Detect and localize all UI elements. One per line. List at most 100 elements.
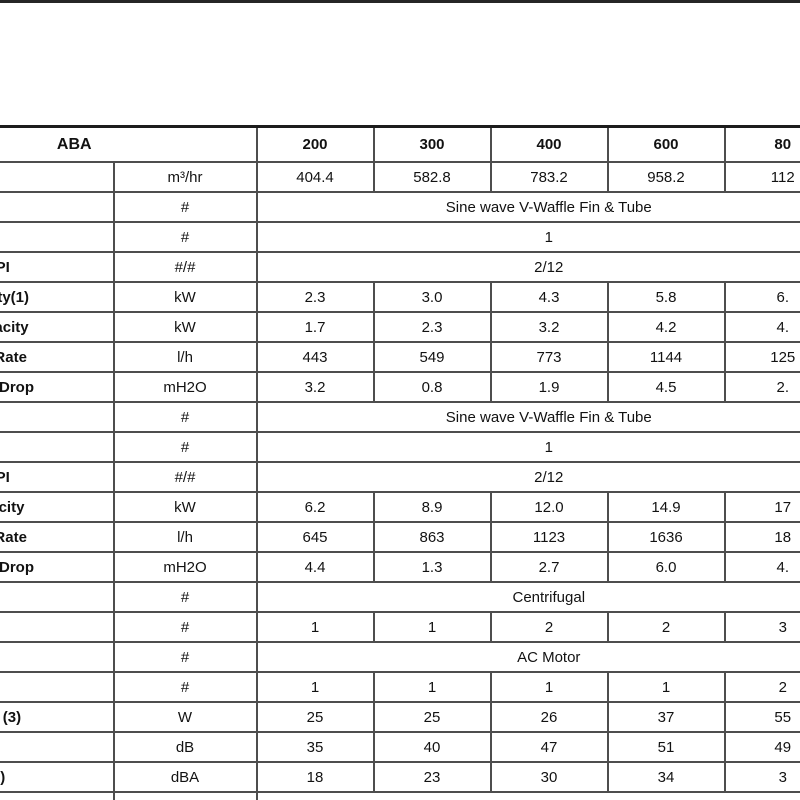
value-cell: 12.0 [489, 491, 609, 523]
value-cell: 51 [606, 731, 726, 763]
table-row: # Centrifugal [0, 581, 800, 613]
row-label-cell: acity(1) [0, 281, 115, 313]
row-label-cell: pply [0, 791, 115, 800]
value-cell: 14.9 [606, 491, 726, 523]
unit-cell: kW [112, 491, 258, 523]
row-label-cell: ut (3) [0, 701, 115, 733]
row-label-cell [0, 671, 115, 703]
value-cell: 2.3 [372, 311, 492, 343]
table-header-row: ABA 200 300 400 600 80 [0, 125, 800, 163]
value-cell: 23 [372, 761, 492, 793]
value-cell: 4.2 [606, 311, 726, 343]
table-row: pacity kW 6.2 8.9 12.0 14.9 17 [0, 491, 800, 523]
value-cell: 18 [255, 761, 375, 793]
table-row: # AC Motor [0, 641, 800, 673]
value-cell: 404.4 [255, 161, 375, 193]
table-row: # Sine wave V-Waffle Fin & Tube [0, 401, 800, 433]
value-cell: 783.2 [489, 161, 609, 193]
unit-cell: W [112, 701, 258, 733]
unit-cell: # [112, 191, 258, 223]
value-cell: 25 [255, 701, 375, 733]
model-header-cell: ABA [0, 125, 258, 163]
table-row: acity(1) kW 2.3 3.0 4.3 5.8 6. [0, 281, 800, 313]
column-header: 200 [255, 125, 375, 163]
table-row: PI #/# 2/12 [0, 251, 800, 283]
unit-cell: m³/hr [112, 161, 258, 193]
value-cell: 645 [255, 521, 375, 553]
value-cell: 3.0 [372, 281, 492, 313]
row-label-cell: ure Drop [0, 371, 115, 403]
value-cell: 55 [723, 701, 800, 733]
row-label-cell [0, 221, 115, 253]
value-cell: 2 [723, 671, 800, 703]
merged-value-cell: 2/12 [255, 251, 800, 283]
value-cell: 1 [372, 611, 492, 643]
value-cell: 26 [489, 701, 609, 733]
value-cell: 17 [723, 491, 800, 523]
value-cell: 958.2 [606, 161, 726, 193]
value-cell: 1.9 [489, 371, 609, 403]
value-cell: 18 [723, 521, 800, 553]
value-cell: 35 [255, 731, 375, 763]
row-label-cell [0, 161, 115, 193]
unit-cell: #/# [112, 461, 258, 493]
row-label-cell: PI [0, 461, 115, 493]
unit-cell: kW [112, 311, 258, 343]
value-cell: 1 [255, 611, 375, 643]
value-cell: 4.3 [489, 281, 609, 313]
value-cell: 2. [723, 371, 800, 403]
value-cell: 37 [606, 701, 726, 733]
value-cell: 1123 [489, 521, 609, 553]
table-row: # 1 [0, 431, 800, 463]
value-cell: 1636 [606, 521, 726, 553]
table-row: w Rate l/h 645 863 1123 1636 18 [0, 521, 800, 553]
row-label-cell: PI [0, 251, 115, 283]
table-row: PI #/# 2/12 [0, 461, 800, 493]
table-row: ut (3) W 25 25 26 37 55 [0, 701, 800, 733]
value-cell: 25 [372, 701, 492, 733]
value-cell: 30 [489, 761, 609, 793]
unit-cell: mH2O [112, 551, 258, 583]
merged-value-cell: 2/12 [255, 461, 800, 493]
value-cell: 4. [723, 311, 800, 343]
row-label-cell: w Rate [0, 341, 115, 373]
merged-value-cell: Centrifugal [255, 581, 800, 613]
value-cell: 2 [489, 611, 609, 643]
unit-cell: #/# [112, 251, 258, 283]
table-row: # 1 1 2 2 3 [0, 611, 800, 643]
value-cell: 0.8 [372, 371, 492, 403]
merged-value-cell: Sine wave V-Waffle Fin & Tube [255, 191, 800, 223]
value-cell: 3.2 [489, 311, 609, 343]
value-cell: 2 [606, 611, 726, 643]
table-row: apacity kW 1.7 2.3 3.2 4.2 4. [0, 311, 800, 343]
unit-cell: dB [112, 731, 258, 763]
row-label-cell: ure Drop [0, 551, 115, 583]
table-row: w Rate l/h 443 549 773 1144 125 [0, 341, 800, 373]
value-cell: 40 [372, 731, 492, 763]
unit-cell: V/Ph/Hz [112, 791, 258, 800]
column-header: 80 [723, 125, 800, 163]
value-cell: 773 [489, 341, 609, 373]
table-row: # 1 [0, 221, 800, 253]
row-label-cell: pacity [0, 491, 115, 523]
row-label-cell [0, 611, 115, 643]
value-cell: 1.7 [255, 311, 375, 343]
value-cell: 1.3 [372, 551, 492, 583]
value-cell: 443 [255, 341, 375, 373]
unit-cell: # [112, 671, 258, 703]
top-edge-strip [0, 0, 800, 3]
merged-value-cell: 220/1/50 [255, 791, 800, 800]
table-row: # Sine wave V-Waffle Fin & Tube [0, 191, 800, 223]
value-cell: 863 [372, 521, 492, 553]
unit-cell: # [112, 431, 258, 463]
table-row: ) dBA 18 23 30 34 3 [0, 761, 800, 793]
value-cell: 4.4 [255, 551, 375, 583]
value-cell: 3.2 [255, 371, 375, 403]
value-cell: 5.8 [606, 281, 726, 313]
row-label-cell [0, 731, 115, 763]
table-row: ure Drop mH2O 3.2 0.8 1.9 4.5 2. [0, 371, 800, 403]
column-header: 600 [606, 125, 726, 163]
value-cell: 2.7 [489, 551, 609, 583]
table-row: dB 35 40 47 51 49 [0, 731, 800, 763]
